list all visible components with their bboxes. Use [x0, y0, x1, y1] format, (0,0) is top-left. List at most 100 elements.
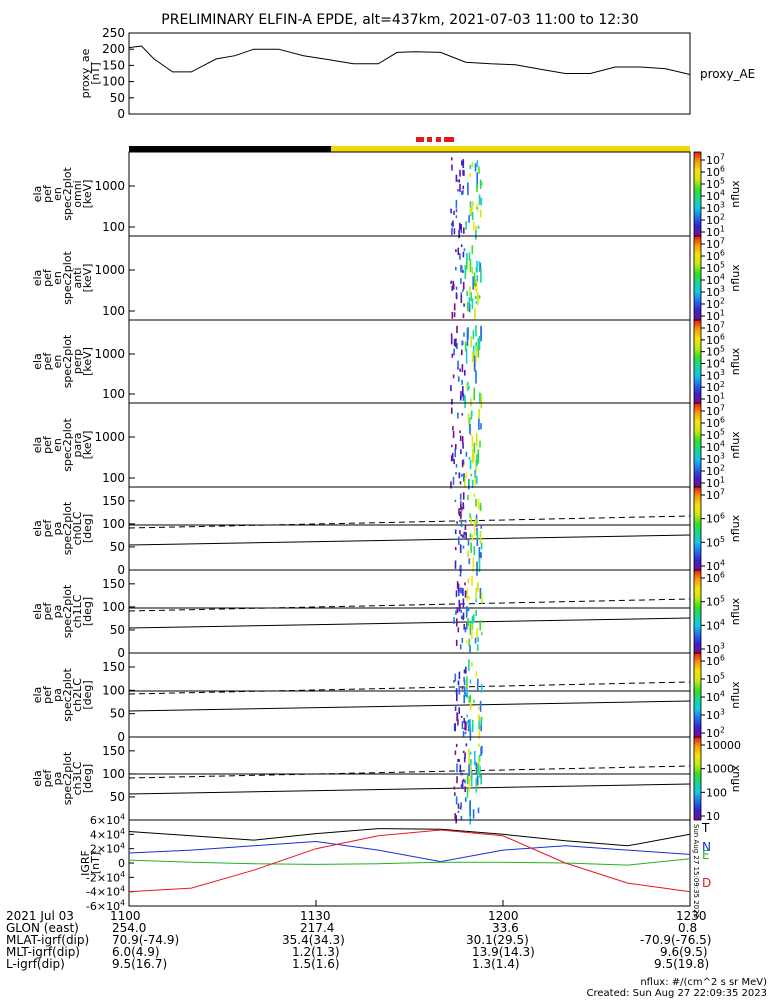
panel-pa_ch3LC-pixel-37: [475, 762, 478, 774]
panel-en_anti-pixel-43: [480, 268, 482, 283]
panel-pa_ch2LC-ytick-label-3: 0: [117, 730, 125, 744]
panel-en_para-pixel-6: [453, 459, 455, 464]
panel-pa_ch3LC-pixel-21: [454, 813, 456, 820]
footer-date: 2021 Jul 03: [6, 909, 74, 923]
panel-pa_ch3LC-spectrogram: [453, 743, 483, 825]
panel-pa_ch3LC-ytick-label-1: 100: [102, 767, 125, 781]
panel-en_para-pixel-42: [462, 462, 465, 465]
panel-en_omni-pixel-51: [461, 191, 463, 195]
ae-ylabel-line-1: [nT]: [89, 62, 102, 84]
panel-en_perp-colorbar-unit-group: nflux: [729, 347, 742, 375]
panel-en_perp-pixel-50: [475, 349, 477, 363]
panel-en_para-pixel-8: [469, 433, 472, 436]
grf-ytick-label-3: 0: [118, 857, 125, 870]
panel-en_perp-ylabel-line-3: spec2plot: [61, 334, 74, 388]
panel-en_perp-cbtick-label-0: 107: [706, 321, 725, 335]
footer-label-mlat: MLAT-igrf(dip): [6, 933, 90, 947]
panel-pa_ch3LC-pixel-0: [468, 764, 470, 777]
panel-pa_ch0LC-pixel-25: [473, 493, 476, 497]
panel-pa_ch2LC-pixel-29: [458, 671, 461, 680]
panel-pa_ch1LC-pixel-50: [466, 588, 469, 602]
panel-pa_ch1LC-pixel-2: [456, 607, 459, 614]
panel-en_omni-pixel-52: [450, 208, 452, 214]
panel-pa_ch3LC-pixel-11: [464, 797, 467, 802]
panel-pa_ch3LC-frame: [128, 736, 691, 821]
panel-pa_ch0LC-pixel-3: [468, 558, 471, 565]
panel-pa_ch0LC-pixel-53: [458, 512, 461, 517]
grf-legend-T: T: [701, 821, 710, 835]
panel-pa_ch0LC-pixel-45: [472, 557, 475, 573]
panel-en_anti-pixel-42: [471, 267, 474, 275]
panel-pa_ch2LC-pixel-35: [463, 679, 466, 686]
panel-en_para-cbtick-label-4: 103: [706, 452, 725, 466]
panel-pa_ch0LC-pixel-5: [459, 530, 461, 535]
panel-en_perp-colorbar: [693, 319, 702, 404]
panel-en_perp-pixel-21: [456, 325, 458, 333]
panel-pa_ch1LC-ylabel-line-4: ch1LC: [71, 594, 84, 628]
panel-pa_ch0LC-ylabel-line-4: ch0LC: [71, 511, 84, 545]
panel-en_para-pixel-41: [451, 453, 454, 461]
panel-en_omni-ytick-label-100: 100: [102, 220, 125, 234]
panel-en_anti-pixel-58: [460, 244, 463, 248]
footer-lval-4: 9.5(19.8): [654, 957, 710, 971]
panel-pa_ch3LC-colorbar: [693, 736, 702, 821]
panel-pa_ch2LC-pixel-53: [463, 686, 466, 695]
panel-en_anti-pixel-0: [453, 303, 456, 311]
panel-en_omni-pixel-31: [456, 179, 459, 182]
panel-en_omni-pixel-34: [465, 221, 467, 230]
panel-en_anti-pixel-17: [475, 296, 477, 300]
panel-pa_ch0LC-pixel-44: [459, 544, 462, 553]
panel-pa_ch2LC-pixel-36: [454, 673, 457, 682]
panel-pa_ch1LC-pixel-24: [467, 578, 470, 584]
panel-pa_ch1LC-pixel-43: [457, 583, 460, 592]
panel-en_omni-colorbar: [693, 151, 702, 237]
panel-pa_ch3LC-pixel-31: [477, 763, 479, 775]
panel-pa_ch2LC-cbtick-label-1: 105: [706, 672, 725, 686]
footer-mlt-1: 6.0(4.9): [112, 945, 160, 959]
panel-en_omni-pixel-2: [469, 173, 471, 178]
panel-en_anti-pixel-46: [472, 276, 474, 290]
panel-en_perp-cbtick-label-2: 105: [706, 344, 725, 358]
panel-en_para-ytick-label-100: 100: [102, 471, 125, 485]
panel-pa_ch0LC-pixel-26: [461, 534, 464, 538]
panel-en_anti-ylabel-line-2: en: [51, 271, 64, 285]
ae-ytick-label-0: 250: [102, 26, 125, 40]
panel-pa_ch1LC-pixel-10: [465, 606, 468, 618]
footer-label-glon: GLON (east): [6, 921, 79, 935]
panel-pa_ch0LC-ytick-label-0: 150: [102, 494, 125, 508]
grf-ytick-label-4: -2×104: [86, 870, 125, 884]
panel-pa_ch0LC-pixel-36: [480, 542, 483, 550]
panel-pa_ch0LC-pixel-31: [473, 546, 476, 556]
panel-pa_ch1LC-ylabel-line-1: pef: [41, 602, 54, 621]
panel-pa_ch3LC-loss-cone-solid: [128, 783, 691, 795]
panel-pa_ch2LC-pixel-1: [478, 726, 481, 739]
panel-pa_ch2LC-pixel-5: [461, 721, 464, 729]
panel-en_omni-ylabel-line-5: [keV]: [81, 180, 94, 209]
panel-pa_ch1LC-frame: [128, 569, 691, 654]
panel-pa_ch1LC-pixel-29: [480, 632, 483, 635]
panel-pa_ch2LC-pixel-7: [478, 716, 480, 730]
panel-en_para-pixel-20: [455, 443, 457, 450]
panel-pa_ch2LC-pixel-20: [466, 714, 468, 718]
panel-pa_ch1LC-pixel-13: [459, 587, 462, 594]
panel-en_para-pixel-58: [461, 436, 464, 444]
panel-pa_ch3LC-ylabel-line-1: pef: [41, 769, 54, 788]
panel-pa_ch0LC-pixel-13: [479, 530, 482, 544]
panel-pa_ch1LC-ylabel-line-0: ela: [31, 603, 44, 620]
panel-pa_ch0LC-pixel-23: [463, 531, 465, 538]
panel-en_omni-cbtick-label-6: 101: [706, 225, 725, 239]
panel-en_para-pixel-52: [459, 430, 461, 434]
panel-en_anti-colorbar: [693, 235, 702, 321]
grf-side-stamp: Sun Aug 27 15:09:35 2023: [692, 824, 700, 918]
panel-pa_ch0LC-pixel-49: [458, 536, 460, 545]
panel-pa_ch2LC-pixel-32: [457, 719, 459, 726]
panel-pa_ch3LC-pixel-38: [478, 743, 480, 747]
panel-pa_ch2LC-colorbar: [693, 652, 702, 738]
panel-en_anti-pixel-50: [478, 295, 481, 299]
panel-pa_ch1LC-pixel-16: [458, 599, 461, 606]
panel-pa_ch1LC-loss-cone-solid: [128, 617, 691, 629]
panel-pa_ch2LC-pixel-39: [455, 692, 458, 695]
ae-ylabel-line-0: proxy_ae: [79, 48, 92, 98]
panel-en_perp-pixel-12: [457, 376, 460, 382]
